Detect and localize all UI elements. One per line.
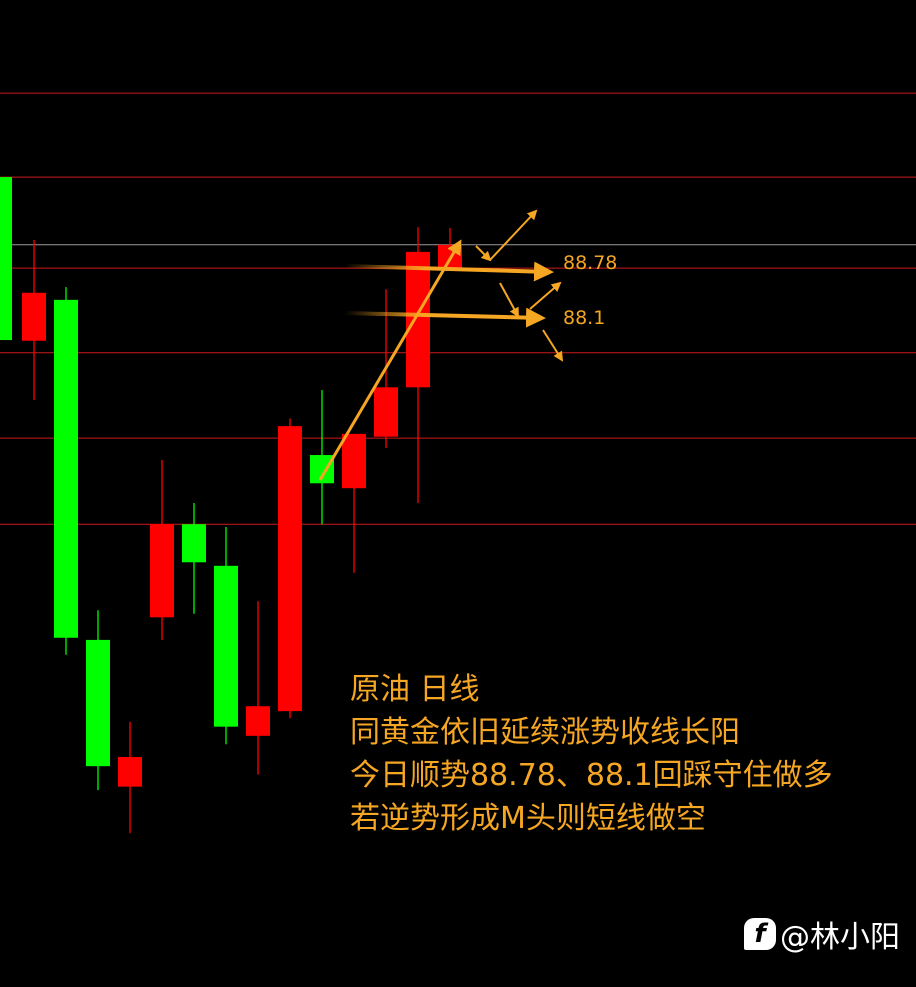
candle-body — [406, 251, 430, 388]
support-arrow-88-78 — [344, 261, 554, 282]
candle-body — [54, 299, 78, 638]
support-arrow-88-1 — [344, 307, 546, 328]
candle-body — [0, 177, 12, 341]
bounce-up-arrow — [489, 209, 538, 261]
note-line: 原油 日线 — [350, 672, 480, 707]
candle-body — [214, 565, 238, 727]
candle-body — [118, 757, 142, 787]
facebook-icon: f — [744, 918, 776, 950]
pullback-arrow — [499, 282, 519, 318]
annotation-label-88-1: 88.1 — [563, 307, 606, 329]
candle-body — [342, 433, 366, 489]
annotation-label-88-78: 88.78 — [563, 252, 618, 274]
candle-body — [374, 387, 398, 437]
candle-body — [278, 426, 302, 712]
candle-body — [246, 706, 270, 736]
trend-arrow — [318, 239, 462, 481]
note-line: 同黄金依旧延续涨势收线长阳 — [350, 715, 740, 750]
candle-body — [182, 524, 206, 563]
break-down-arrow — [542, 329, 564, 362]
watermark: f @林小阳 — [744, 912, 900, 956]
note-line: 今日顺势88.78、88.1回踩守住做多 — [350, 758, 833, 793]
pullback-arrow — [475, 245, 492, 262]
watermark-text: @林小阳 — [780, 920, 900, 955]
analysis-note: 原油 日线 同黄金依旧延续涨势收线长阳 今日顺势88.78、88.1回踩守住做多… — [350, 668, 833, 840]
bounce-up-arrow — [529, 281, 562, 310]
candle-body — [150, 524, 174, 618]
candle-body — [86, 639, 110, 767]
candle-body — [22, 292, 46, 341]
note-line: 若逆势形成M头则短线做空 — [350, 801, 706, 836]
